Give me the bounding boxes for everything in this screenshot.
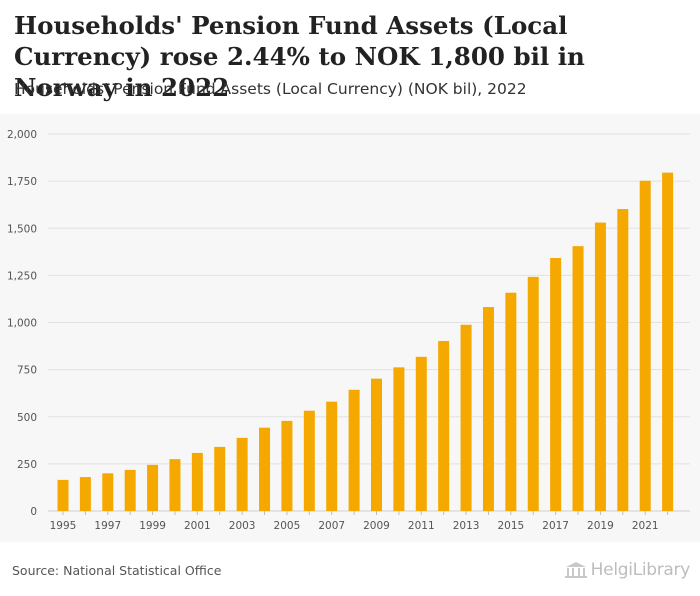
bar-2005 [281,420,293,511]
bar-1997 [102,473,114,511]
bar-2013 [460,324,472,511]
x-tick-label: 2003 [229,520,256,532]
bar-1996 [79,477,91,511]
x-tick-label: 1995 [50,520,77,532]
bar-2016 [527,276,539,511]
bar-2010 [393,367,405,511]
x-tick-label: 2009 [363,520,390,532]
y-tick-label: 0 [30,506,37,518]
y-tick-label: 750 [17,365,37,377]
bar-2020 [617,209,629,511]
bar-2018 [572,246,584,511]
bar-2021 [639,180,651,511]
bar-2012 [438,340,450,511]
x-tick-label: 2021 [632,520,659,532]
x-tick-label: 1999 [139,520,166,532]
bar-2007 [326,401,338,511]
bar-2003 [236,437,248,511]
bar-2009 [371,378,382,511]
bar-2004 [259,427,271,511]
x-tick-label: 2019 [587,520,614,532]
chart-title: Households' Pension Fund Assets (Local C… [14,11,585,102]
bar-2011 [415,356,427,511]
x-tick-label: 2017 [542,520,569,532]
helgilibrary-logo: HelgiLibrary [564,560,690,580]
bar-2017 [550,258,562,511]
bar-2001 [191,452,203,511]
bar-2000 [169,459,181,511]
bar-1999 [147,464,159,511]
x-tick-label: 2005 [274,520,301,532]
bar-2006 [303,410,315,511]
x-tick-label: 2001 [184,520,211,532]
chart-subtitle: Households' Pension Fund Assets (Local C… [14,80,527,98]
x-tick-label: 2013 [453,520,480,532]
library-building-icon [564,561,588,579]
x-tick-label: 1997 [94,520,121,532]
logo-text: HelgiLibrary [590,560,691,580]
bar-2015 [505,292,517,511]
bar-2019 [594,222,606,511]
x-tick-label: 2015 [497,520,524,532]
y-tick-label: 1,250 [7,270,37,282]
y-tick-label: 500 [17,412,37,424]
x-tick-label: 2007 [318,520,345,532]
y-tick-label: 1,750 [7,176,37,188]
y-tick-label: 2,000 [7,129,37,141]
y-tick-label: 1,000 [7,318,37,330]
bar-2002 [214,446,226,511]
x-tick-label: 2011 [408,520,435,532]
bar-1995 [57,479,69,511]
y-tick-label: 250 [17,459,37,471]
bar-2014 [482,307,494,511]
bar-1998 [124,469,136,511]
y-tick-label: 1,500 [7,223,37,235]
bar-2022 [662,172,674,511]
bar-2008 [348,389,360,511]
source-note: Source: National Statistical Office [12,563,222,578]
